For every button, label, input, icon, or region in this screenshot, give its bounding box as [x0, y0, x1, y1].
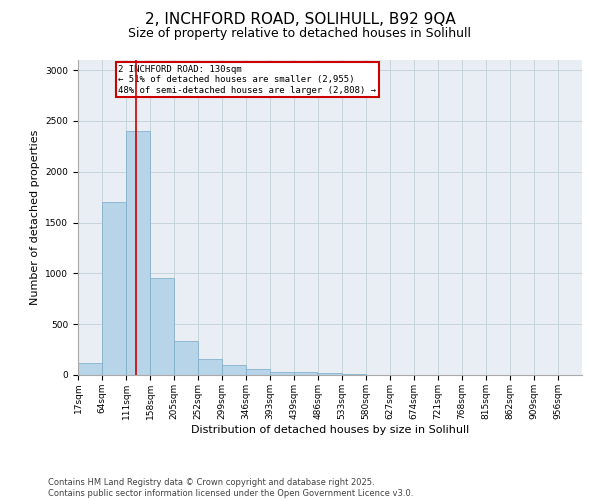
Text: 2 INCHFORD ROAD: 130sqm
← 51% of detached houses are smaller (2,955)
48% of semi: 2 INCHFORD ROAD: 130sqm ← 51% of detache…: [118, 64, 376, 94]
Bar: [78, 363, 102, 375]
Bar: [222, 365, 246, 375]
Text: Size of property relative to detached houses in Solihull: Size of property relative to detached ho…: [128, 28, 472, 40]
X-axis label: Distribution of detached houses by size in Solihull: Distribution of detached houses by size …: [191, 424, 469, 434]
Text: Contains HM Land Registry data © Crown copyright and database right 2025.
Contai: Contains HM Land Registry data © Crown c…: [48, 478, 413, 498]
Bar: [126, 131, 150, 375]
Bar: [294, 372, 317, 375]
Y-axis label: Number of detached properties: Number of detached properties: [30, 130, 40, 305]
Text: 2, INCHFORD ROAD, SOLIHULL, B92 9QA: 2, INCHFORD ROAD, SOLIHULL, B92 9QA: [145, 12, 455, 28]
Bar: [318, 373, 341, 375]
Bar: [102, 202, 126, 375]
Bar: [342, 374, 365, 375]
Bar: [150, 278, 174, 375]
Bar: [174, 342, 198, 375]
Bar: [246, 369, 270, 375]
Bar: [270, 372, 294, 375]
Bar: [198, 359, 222, 375]
